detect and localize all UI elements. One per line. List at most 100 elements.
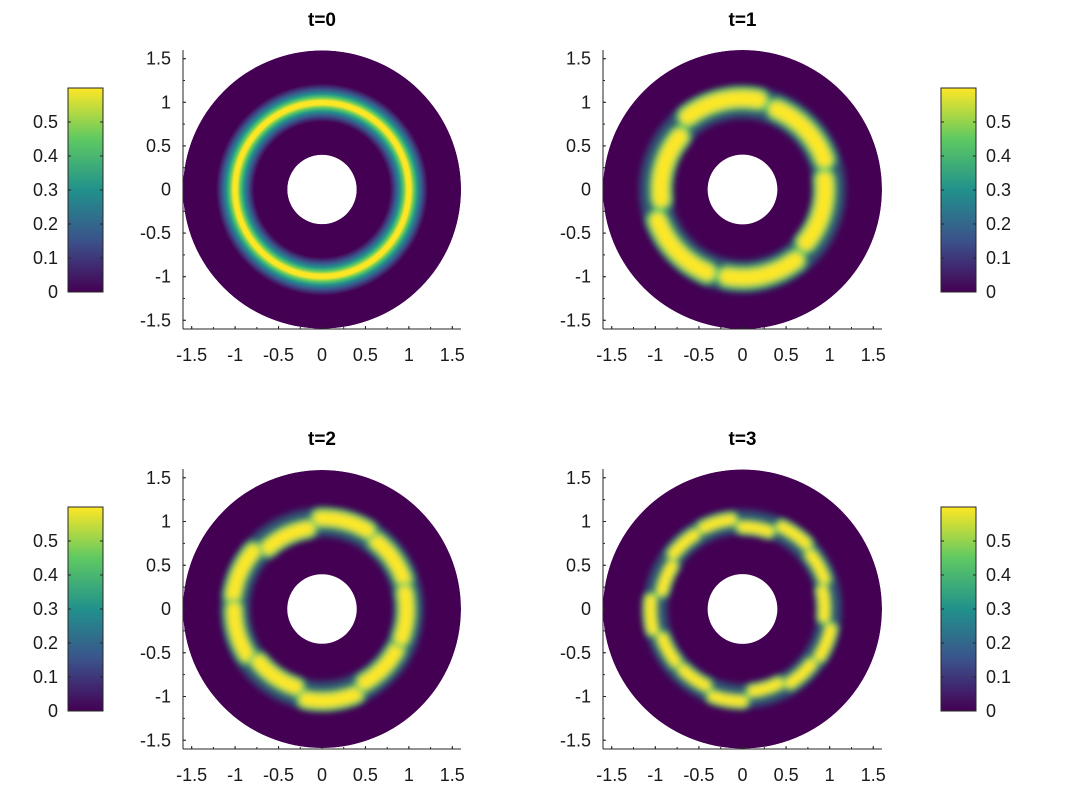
x-tick-label: 0 (317, 345, 327, 365)
colorbar-tick-label: 0 (48, 282, 58, 302)
ring-lobe-core (657, 561, 677, 596)
panel-0: -1.5 -1 -0.5 0 0.5 1 1.5 1.5 1 0.5 0 -0.5 -1 -1.5 t=0 0… (33, 10, 465, 365)
panel-1: -1.5 -1 -0.5 0 0.5 1 1.5 1.5 1 0.5 0 -0.5 -1 -1.5 t=1 0… (560, 10, 1011, 365)
x-tick-label: 1.5 (440, 345, 465, 365)
x-tick-label: 1 (404, 345, 414, 365)
ring-lobes (222, 507, 418, 712)
ring-lobe-core (358, 643, 403, 689)
y-tick-label: 1 (161, 92, 171, 112)
x-tick-label: -1.5 (596, 345, 627, 365)
x-tick-label: -1 (227, 765, 243, 785)
ring-lobe-core (668, 529, 700, 559)
y-tick-label: -1.5 (560, 310, 591, 330)
y-tick-label: 0 (161, 180, 171, 200)
y-tick-label: 1 (161, 512, 171, 532)
y-tick-label: -1.5 (560, 730, 591, 750)
colorbar-tick-label: 0 (986, 282, 996, 302)
x-tick-label: 1.5 (440, 765, 465, 785)
ring-lobe-core (395, 585, 414, 645)
x-tick-label: 0.5 (353, 345, 378, 365)
ring-lobe-core (817, 585, 830, 623)
panel-2: -1.5 -1 -0.5 0 0.5 1 1.5 1.5 1 0.5 0 -0.5 -1 -1.5 t=2 0… (33, 429, 465, 785)
colorbar (940, 87, 977, 293)
x-tick-label: -0.5 (263, 345, 294, 365)
y-tick-label: -1 (155, 267, 171, 287)
y-tick-label: -1 (155, 687, 171, 707)
y-tick-label: 0 (581, 180, 591, 200)
y-tick-label: 1 (581, 512, 591, 532)
x-tick-label: 1 (825, 345, 835, 365)
y-tick-label: 1.5 (146, 468, 171, 488)
panel-title: t=2 (308, 429, 336, 450)
y-tick-label: -0.5 (140, 223, 171, 243)
y-tick-label: -1.5 (140, 310, 171, 330)
y-tick-label: -1 (575, 687, 591, 707)
ring-lobes (645, 86, 838, 290)
colorbar-tick-label: 0.2 (986, 214, 1011, 234)
colorbar-tick-label: 0.2 (33, 633, 58, 653)
y-tick-label: -0.5 (140, 643, 171, 663)
y-tick-label: 0.5 (566, 136, 591, 156)
ring-lobe-core (657, 633, 681, 668)
colorbar-tick-label: 0.4 (33, 146, 58, 166)
ring-lobe-core (814, 624, 836, 662)
ring-lobe-core (226, 544, 260, 602)
colorbar-tick-label: 0.5 (986, 112, 1011, 132)
colorbar-tick-label: 0.3 (986, 599, 1011, 619)
x-tick-label: 1 (825, 765, 835, 785)
ring-lobe-core (680, 90, 766, 125)
panel-3: -1.5 -1 -0.5 0 0.5 1 1.5 1.5 1 0.5 0 -0.5 -1 -1.5 t=3 0… (560, 429, 1011, 785)
heatmap-field-2 (183, 470, 461, 748)
ring-lobe-core (653, 129, 688, 207)
colorbar-tick-label: 0.5 (33, 531, 58, 551)
colorbar-tick-label: 0.3 (33, 180, 58, 200)
panel-title: t=3 (729, 429, 757, 450)
ring-lobe-core (261, 522, 315, 555)
colorbar-tick-label: 0.4 (33, 565, 58, 585)
colorbar-tick-label: 0 (986, 701, 996, 721)
colorbar-tick-label: 0.1 (986, 248, 1011, 268)
y-tick-label: 1.5 (146, 49, 171, 69)
colorbar (940, 506, 977, 712)
colorbar-tick-label: 0.2 (986, 633, 1011, 653)
x-tick-label: 0 (737, 765, 747, 785)
y-tick-label: -1 (575, 267, 591, 287)
x-tick-label: -1.5 (176, 345, 207, 365)
x-tick-label: 0.5 (774, 765, 799, 785)
y-tick-label: 1 (581, 92, 591, 112)
x-tick-label: -1 (647, 345, 663, 365)
ring-lobe-core (805, 549, 830, 585)
x-tick-label: -0.5 (683, 345, 714, 365)
ring-lobe-core (769, 101, 832, 168)
y-tick-label: -1.5 (140, 730, 171, 750)
ring-lobe-core (678, 664, 711, 691)
colorbar-tick-label: 0.3 (986, 180, 1011, 200)
ring-lobes (642, 511, 839, 710)
ring-lobe-core (737, 522, 774, 537)
y-tick-label: 0 (161, 599, 171, 619)
heatmap-field-0 (183, 50, 461, 329)
ring-lobe-core (708, 691, 748, 707)
x-tick-label: -1.5 (176, 765, 207, 785)
x-tick-label: 1 (404, 765, 414, 785)
ring-lobe-core (719, 252, 803, 286)
x-tick-label: 0 (317, 765, 327, 785)
colorbar-tick-label: 0.4 (986, 565, 1011, 585)
colorbar-tick-label: 0.5 (33, 112, 58, 132)
panel-title: t=0 (308, 10, 336, 31)
y-tick-label: -0.5 (560, 643, 591, 663)
ring-lobe-core (785, 658, 817, 688)
panel-title: t=1 (729, 10, 757, 31)
ring-lobe-core (798, 172, 833, 250)
colorbar-tick-label: 0.1 (986, 667, 1011, 687)
colorbar (67, 506, 104, 712)
heatmap-field-1 (603, 50, 882, 329)
colorbar-tick-label: 0.1 (33, 667, 58, 687)
colorbar (67, 87, 104, 293)
x-tick-label: 1.5 (861, 765, 886, 785)
ring-lobe-core (313, 511, 374, 537)
y-tick-label: 0.5 (146, 136, 171, 156)
y-tick-label: 1.5 (566, 468, 591, 488)
ring-lobe-core (650, 212, 715, 280)
x-tick-label: -1 (227, 345, 243, 365)
